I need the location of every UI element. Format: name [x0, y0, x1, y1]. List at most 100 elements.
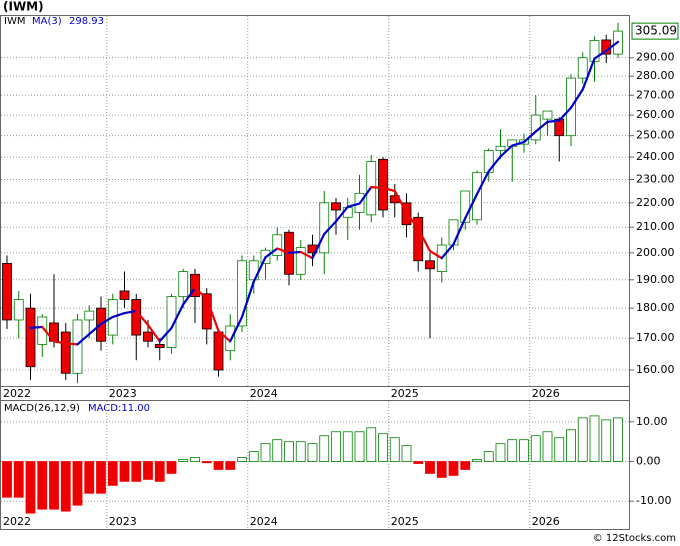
ma-segment — [240, 280, 255, 319]
y-tick-label: 160.00 — [636, 363, 675, 376]
macd-bar — [483, 451, 494, 462]
macd-bar — [342, 431, 353, 462]
candle-body — [37, 316, 48, 345]
ma-segment — [511, 140, 526, 147]
macd-bar — [248, 451, 259, 462]
ma-segment — [41, 325, 56, 343]
y-tick-label: 200.00 — [636, 246, 675, 259]
y-tick-label: 240.00 — [636, 150, 675, 163]
ma-segment — [123, 309, 138, 315]
legend-ma-value: 298.93 — [69, 16, 104, 27]
ma-segment — [287, 250, 302, 254]
macd-bar — [154, 461, 165, 482]
macd-bar — [13, 461, 24, 498]
macd-bar — [2, 461, 12, 498]
y-tick-label: 10.00 — [636, 415, 668, 428]
x-tick-label: 2024 — [250, 387, 278, 400]
ma-segment — [76, 332, 91, 346]
x-tick-label: 2024 — [250, 515, 278, 528]
ma-segment — [464, 193, 479, 220]
ma-segment — [393, 189, 408, 214]
ma-segment — [417, 227, 432, 253]
candle-body — [272, 234, 283, 256]
ma-segment — [605, 40, 620, 52]
macd-bar — [472, 459, 482, 462]
ma-segment — [346, 202, 361, 208]
candle-body — [25, 307, 36, 368]
macd-bar — [436, 461, 447, 478]
y-tick-label: 270.00 — [636, 88, 675, 101]
candle-body — [448, 219, 459, 246]
ma-segment — [252, 256, 267, 283]
ma-segment — [276, 247, 291, 254]
macd-panel — [0, 400, 630, 530]
macd-bar — [190, 457, 200, 462]
macd-bar — [201, 461, 212, 464]
macd-bar — [519, 439, 529, 462]
candle-body — [60, 331, 71, 374]
macd-bar — [260, 443, 271, 462]
ma-segment — [88, 322, 103, 336]
ma-segment — [593, 49, 608, 60]
ma-segment — [534, 120, 549, 133]
macd-bar — [448, 461, 459, 476]
y-tick-label: 210.00 — [636, 220, 675, 233]
y-tick-label: 280.00 — [636, 69, 675, 82]
ma-segment — [229, 315, 244, 343]
ma-segment — [522, 130, 537, 144]
candle-body — [154, 343, 165, 348]
macd-bar — [272, 439, 283, 462]
y-tick-label: 250.00 — [636, 129, 675, 142]
macd-bar — [107, 461, 118, 486]
candle-body — [319, 202, 330, 254]
macd-bar — [178, 459, 189, 462]
last-price-label: 305.09 — [635, 24, 677, 38]
ma-segment — [299, 250, 314, 260]
x-tick-label: 2023 — [109, 387, 137, 400]
candle-body — [190, 273, 200, 298]
ma-segment — [452, 217, 467, 246]
y-tick-label: 180.00 — [636, 301, 675, 314]
candle-body — [577, 57, 588, 79]
macd-bar — [601, 419, 612, 462]
macd-bar — [413, 461, 424, 464]
ma-segment — [182, 287, 197, 306]
macd-bar — [284, 441, 294, 462]
candle-body — [237, 260, 247, 327]
ma-segment — [205, 297, 220, 333]
macd-bar — [49, 461, 59, 510]
macd-bar — [566, 429, 576, 462]
ma-segment — [264, 247, 279, 259]
macd-legend: MACD(26,12,9) — [4, 403, 80, 414]
candle-body — [178, 271, 189, 298]
macd-bar — [96, 461, 106, 494]
ma-segment — [487, 155, 502, 173]
macd-bar — [37, 461, 48, 510]
candle-body — [84, 310, 95, 321]
ma-segment — [581, 57, 596, 91]
macd-bar — [131, 461, 142, 482]
candle-body — [13, 299, 24, 321]
ma-segment — [370, 186, 385, 190]
ma-segment — [170, 303, 185, 330]
macd-bar — [166, 461, 177, 474]
macd-legend-value: MACD:11.00 — [88, 403, 150, 414]
candle-body — [166, 296, 177, 348]
ma-segment — [29, 325, 44, 330]
ma-segment — [146, 323, 161, 343]
ma-segment — [52, 340, 67, 345]
macd-bar — [331, 431, 341, 462]
y-tick-label: 220.00 — [636, 196, 675, 209]
ma-segment — [334, 205, 349, 223]
y-tick-label: 170.00 — [636, 331, 675, 344]
macd-bar — [366, 427, 377, 462]
candle-body — [483, 150, 494, 174]
ma-segment — [135, 309, 150, 327]
y-tick-label: 230.00 — [636, 172, 675, 185]
macd-bar — [354, 431, 365, 462]
footer: © 12Stocks.com — [593, 533, 676, 544]
x-tick-label: 2022 — [3, 387, 31, 400]
macd-bar — [295, 441, 306, 462]
macd-bar — [319, 435, 330, 462]
